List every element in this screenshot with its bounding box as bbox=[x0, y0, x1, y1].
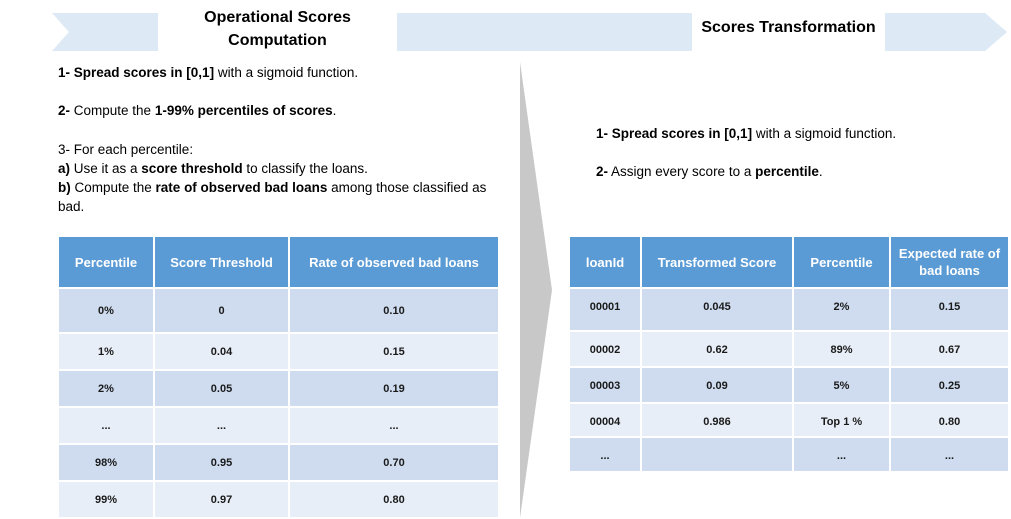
left-step3a-bold: score threshold bbox=[141, 161, 243, 176]
left-header-rate: Rate of observed bad loans bbox=[288, 235, 500, 289]
table-cell: 0.62 bbox=[640, 330, 794, 368]
table-cell: 0.045 bbox=[640, 287, 794, 332]
table-cell: 2% bbox=[57, 369, 155, 408]
left-step3b-label: b) bbox=[58, 180, 71, 195]
left-step3a-text2: to classify the loans. bbox=[242, 161, 368, 176]
right-table-header-row: loanId Transformed Score Percentile Expe… bbox=[568, 235, 1010, 289]
table-row: 1% 0.04 0.15 bbox=[57, 332, 500, 371]
left-step2-text: Compute the bbox=[70, 103, 155, 118]
table-cell: 00002 bbox=[568, 330, 642, 368]
table-row: 00004 0.986 Top 1 % 0.80 bbox=[568, 402, 1010, 438]
table-row: 00001 0.045 2% 0.15 bbox=[568, 287, 1010, 332]
right-step2-text: Assign every score to a bbox=[608, 164, 756, 179]
left-banner-arrow bbox=[52, 13, 158, 51]
left-step2-num: 2- bbox=[58, 103, 71, 118]
table-cell: ... bbox=[57, 406, 155, 445]
table-cell: ... bbox=[153, 406, 290, 445]
left-step3a-text1: Use it as a bbox=[70, 161, 142, 176]
table-cell: 0.97 bbox=[153, 480, 290, 519]
right-header-transformed-score: Transformed Score bbox=[640, 235, 794, 289]
right-title: Scores Transformation bbox=[701, 19, 876, 36]
table-row: ... ... ... bbox=[57, 406, 500, 445]
table-cell: 0 bbox=[153, 287, 290, 334]
right-step1-text: with a sigmoid function. bbox=[752, 126, 897, 141]
right-step2-bold: percentile bbox=[755, 164, 819, 179]
left-table-header-row: Percentile Score Threshold Rate of obser… bbox=[57, 235, 500, 289]
table-cell: 0.05 bbox=[153, 369, 290, 408]
table-cell: Top 1 % bbox=[792, 402, 891, 438]
table-row: 00002 0.62 89% 0.67 bbox=[568, 330, 1010, 368]
left-step3a-label: a) bbox=[58, 161, 71, 176]
left-title-line2: Computation bbox=[228, 32, 327, 49]
table-row: ... ... ... bbox=[568, 436, 1010, 473]
table-cell: ... bbox=[568, 436, 642, 473]
table-cell: 0.80 bbox=[288, 480, 500, 519]
left-step2-end: . bbox=[332, 103, 337, 118]
table-cell: 0.80 bbox=[889, 402, 1010, 438]
table-cell: 0.19 bbox=[288, 369, 500, 408]
table-cell: 2% bbox=[792, 287, 891, 332]
table-cell: 00001 bbox=[568, 287, 642, 332]
table-cell: 0.70 bbox=[288, 443, 500, 482]
table-cell: 0.95 bbox=[153, 443, 290, 482]
table-row: 0% 0 0.10 bbox=[57, 287, 500, 334]
table-cell: 1% bbox=[57, 332, 155, 371]
table-row: 98% 0.95 0.70 bbox=[57, 443, 500, 482]
left-step1-bold: 1- Spread scores in [0,1] bbox=[58, 65, 215, 80]
table-cell: 0.15 bbox=[889, 287, 1010, 332]
left-step3b-text2: among those classified as bad. bbox=[58, 180, 487, 214]
left-header-percentile: Percentile bbox=[57, 235, 155, 289]
left-step-1: 1- Spread scores in [0,1] with a sigmoid… bbox=[58, 63, 503, 82]
table-cell: 0.04 bbox=[153, 332, 290, 371]
table-cell: 0.67 bbox=[889, 330, 1010, 368]
table-cell: 0% bbox=[57, 287, 155, 334]
left-step3b-bold: rate of observed bad loans bbox=[155, 180, 328, 195]
left-step3b-text1: Compute the bbox=[70, 180, 156, 195]
table-cell: ... bbox=[288, 406, 500, 445]
right-banner-arrow bbox=[885, 13, 1007, 51]
right-step1-bold: 1- Spread scores in [0,1] bbox=[596, 126, 753, 141]
left-title-line1: Operational Scores bbox=[204, 9, 351, 26]
left-step2-bold: 1-99% percentiles of scores bbox=[154, 103, 333, 118]
right-header-expected-rate: Expected rate of bad loans bbox=[889, 235, 1010, 289]
table-cell: ... bbox=[889, 436, 1010, 473]
table-cell: 0.986 bbox=[640, 402, 794, 438]
right-step2-end: . bbox=[818, 164, 823, 179]
table-row: 00003 0.09 5% 0.25 bbox=[568, 366, 1010, 404]
table-cell: 98% bbox=[57, 443, 155, 482]
table-cell: 00003 bbox=[568, 366, 642, 404]
table-cell: 00004 bbox=[568, 402, 642, 438]
middle-banner bbox=[397, 13, 692, 51]
right-header-loanid: loanId bbox=[568, 235, 642, 289]
table-cell: 89% bbox=[792, 330, 891, 368]
left-title: Operational Scores Computation bbox=[180, 6, 375, 52]
divider-arrow-icon bbox=[520, 62, 552, 518]
loan-score-transformation-table: loanId Transformed Score Percentile Expe… bbox=[568, 235, 1010, 473]
left-step-3: 3- For each percentile: a) Use it as a s… bbox=[58, 140, 498, 216]
table-cell: 0.09 bbox=[640, 366, 794, 404]
table-row: 99% 0.97 0.80 bbox=[57, 480, 500, 519]
table-cell: 0.10 bbox=[288, 287, 500, 334]
table-cell: ... bbox=[792, 436, 891, 473]
table-cell: 99% bbox=[57, 480, 155, 519]
right-header-percentile: Percentile bbox=[792, 235, 891, 289]
table-cell: 0.15 bbox=[288, 332, 500, 371]
table-cell bbox=[640, 436, 794, 473]
left-step3-heading: 3- For each percentile: bbox=[58, 142, 194, 157]
table-cell: 5% bbox=[792, 366, 891, 404]
left-step-2: 2- Compute the 1-99% percentiles of scor… bbox=[58, 101, 503, 120]
percentile-threshold-table: Percentile Score Threshold Rate of obser… bbox=[57, 235, 500, 519]
table-cell: 0.25 bbox=[889, 366, 1010, 404]
right-step2-num: 2- bbox=[596, 164, 609, 179]
left-header-score-threshold: Score Threshold bbox=[153, 235, 290, 289]
right-step-2: 2- Assign every score to a percentile. bbox=[596, 162, 996, 181]
table-row: 2% 0.05 0.19 bbox=[57, 369, 500, 408]
right-step-1: 1- Spread scores in [0,1] with a sigmoid… bbox=[596, 124, 996, 143]
left-step1-text: with a sigmoid function. bbox=[214, 65, 359, 80]
